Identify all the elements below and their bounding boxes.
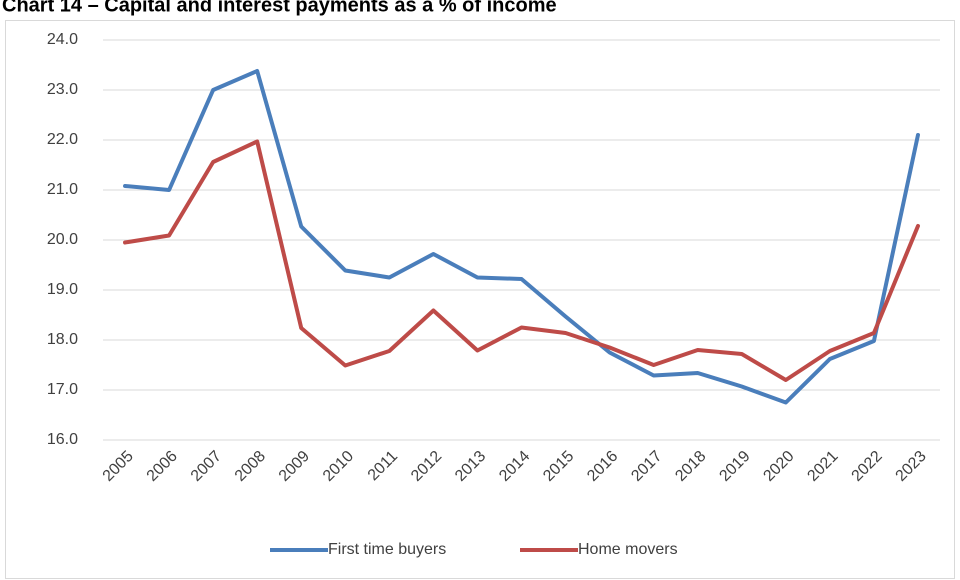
y-tick-label: 19.0	[47, 281, 78, 298]
legend-label: First time buyers	[328, 541, 446, 558]
line-series	[123, 139, 920, 382]
chart-title: Chart 14 – Capital and interest payments…	[2, 0, 557, 16]
y-tick-label: 23.0	[47, 81, 78, 98]
y-tick-label: 24.0	[47, 31, 78, 48]
chart-frame	[5, 20, 955, 579]
y-tick-label: 17.0	[47, 381, 78, 398]
legend-label: Home movers	[578, 541, 678, 558]
y-tick-label: 20.0	[47, 231, 78, 248]
line-series	[123, 69, 920, 405]
y-tick-label: 18.0	[47, 331, 78, 348]
y-tick-label: 21.0	[47, 181, 78, 198]
y-tick-label: 22.0	[47, 131, 78, 148]
y-tick-label: 16.0	[47, 431, 78, 448]
